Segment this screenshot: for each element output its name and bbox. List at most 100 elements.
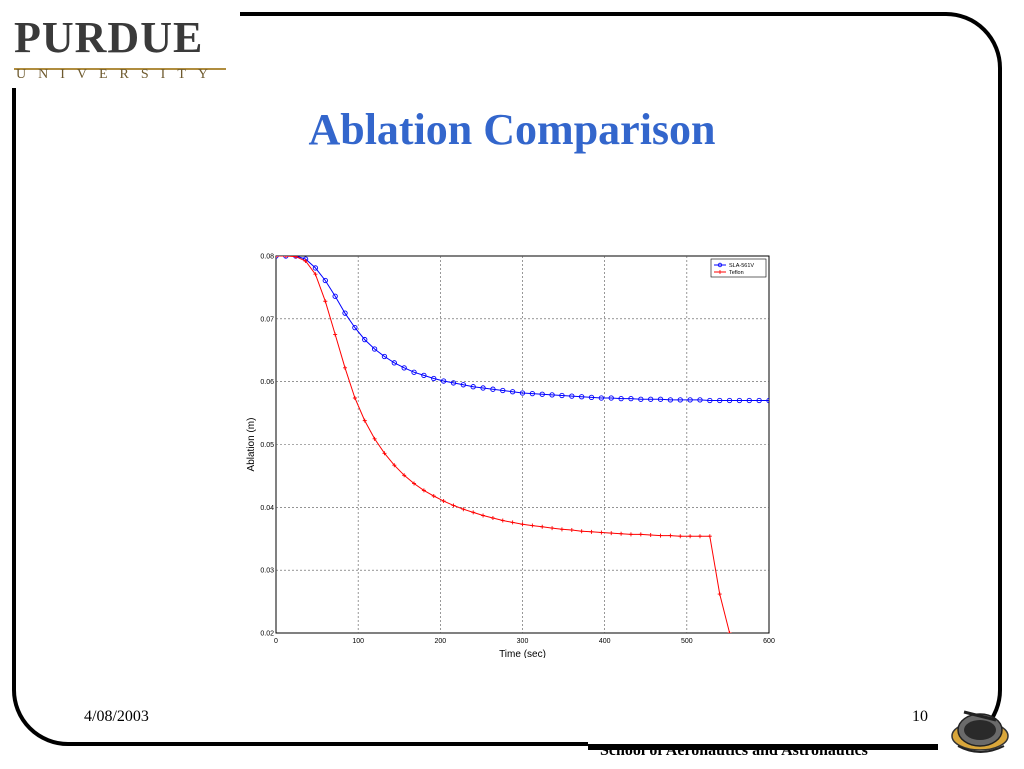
data-point bbox=[372, 436, 377, 441]
legend-marker bbox=[718, 270, 722, 274]
data-point bbox=[549, 392, 555, 398]
data-point bbox=[313, 272, 318, 277]
chart-svg: 0 100 200 300 400 500 600 0.02 0.03 0.04 0.05 0.06 0… bbox=[246, 254, 775, 661]
data-point bbox=[717, 397, 723, 404]
data-point bbox=[628, 395, 634, 402]
data-point bbox=[746, 397, 752, 404]
data-point bbox=[726, 397, 733, 404]
data-point bbox=[687, 397, 693, 403]
data-point bbox=[333, 332, 338, 337]
data-point bbox=[618, 395, 624, 402]
data-point bbox=[382, 451, 387, 456]
footer-background bbox=[588, 738, 1024, 768]
y-tick-label: 0.02 bbox=[260, 631, 274, 638]
data-point bbox=[460, 382, 466, 388]
data-point bbox=[717, 592, 722, 597]
data-point bbox=[609, 531, 614, 536]
data-point bbox=[539, 391, 545, 397]
data-point bbox=[668, 533, 673, 538]
data-point bbox=[697, 397, 703, 403]
data-point bbox=[461, 507, 466, 512]
data-point bbox=[352, 324, 358, 331]
legend-label: Teflon bbox=[729, 270, 744, 276]
data-point bbox=[470, 384, 476, 390]
data-point bbox=[550, 526, 555, 531]
data-point bbox=[500, 387, 506, 394]
data-point bbox=[509, 389, 516, 395]
data-point bbox=[519, 390, 526, 396]
data-point bbox=[332, 293, 338, 299]
data-point bbox=[312, 265, 319, 271]
data-point bbox=[421, 488, 426, 493]
data-point bbox=[628, 532, 633, 537]
data-point bbox=[402, 473, 407, 478]
data-point bbox=[510, 520, 515, 525]
data-point bbox=[490, 386, 496, 392]
data-point bbox=[569, 527, 574, 532]
data-point bbox=[598, 395, 605, 401]
data-point bbox=[381, 353, 388, 360]
data-point bbox=[579, 394, 585, 400]
purdue-aeronautics-badge-icon bbox=[944, 700, 1014, 764]
data-point bbox=[480, 385, 486, 391]
data-point bbox=[471, 510, 476, 515]
data-point bbox=[431, 375, 437, 382]
data-point bbox=[648, 532, 653, 537]
data-point bbox=[322, 277, 328, 284]
data-point bbox=[362, 418, 367, 423]
logo-rule bbox=[14, 68, 226, 70]
data-point bbox=[352, 396, 357, 401]
data-point bbox=[283, 256, 288, 258]
y-tick-label: 0.03 bbox=[260, 568, 274, 575]
data-point bbox=[392, 463, 397, 468]
ablation-chart: 0 100 200 300 400 500 600 0.02 0.03 0.04 0.05 0.06 0… bbox=[240, 248, 780, 661]
y-axis-label: Ablation (m) bbox=[246, 418, 257, 472]
data-point bbox=[530, 523, 535, 528]
slide-title: Ablation Comparison bbox=[308, 105, 716, 154]
data-point bbox=[766, 397, 769, 404]
data-point bbox=[667, 397, 674, 403]
data-point bbox=[707, 397, 713, 404]
legend-label: SLA-561V bbox=[729, 263, 754, 269]
series-line-1 bbox=[276, 256, 769, 401]
data-point bbox=[450, 380, 457, 386]
legend-marker bbox=[717, 262, 723, 268]
y-tick-label: 0.08 bbox=[260, 254, 274, 261]
data-point bbox=[677, 397, 683, 403]
x-tick-label: 500 bbox=[681, 638, 693, 645]
data-point bbox=[608, 395, 614, 401]
data-point bbox=[401, 365, 407, 371]
logo-background bbox=[0, 0, 240, 88]
data-point bbox=[520, 522, 525, 527]
data-point bbox=[412, 481, 417, 486]
data-point bbox=[638, 396, 644, 402]
y-tick-label: 0.04 bbox=[260, 505, 274, 512]
x-axis-label: Time (sec) bbox=[499, 649, 546, 658]
y-tick-label: 0.06 bbox=[260, 379, 274, 386]
logo-wordmark: PURDUE bbox=[14, 13, 204, 62]
data-point bbox=[589, 529, 594, 534]
x-tick-label: 200 bbox=[434, 638, 446, 645]
data-point bbox=[303, 259, 308, 264]
data-point bbox=[756, 397, 762, 404]
data-point bbox=[599, 530, 604, 535]
data-point bbox=[658, 533, 663, 538]
x-tick-label: 100 bbox=[352, 638, 364, 645]
data-point bbox=[736, 397, 743, 404]
page-number: 10 bbox=[912, 708, 928, 725]
logo-subtitle: UNIVERSITY bbox=[16, 67, 220, 82]
x-tick-label: 400 bbox=[599, 638, 611, 645]
data-point bbox=[342, 310, 348, 316]
data-point bbox=[451, 503, 456, 508]
data-point bbox=[529, 390, 536, 397]
data-point bbox=[619, 531, 624, 536]
data-point bbox=[559, 392, 565, 399]
data-point bbox=[678, 534, 683, 539]
data-point bbox=[441, 499, 446, 504]
data-point bbox=[540, 524, 545, 529]
data-point bbox=[569, 393, 575, 399]
data-point bbox=[588, 394, 595, 401]
data-point bbox=[323, 299, 328, 304]
data-point bbox=[431, 494, 436, 499]
data-point bbox=[343, 365, 348, 370]
